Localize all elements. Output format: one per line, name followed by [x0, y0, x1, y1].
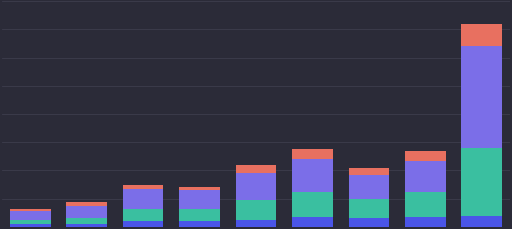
Bar	[123, 189, 163, 209]
Bar	[10, 224, 51, 227]
Bar	[10, 220, 51, 224]
Bar	[405, 161, 445, 192]
Bar	[236, 165, 276, 174]
Bar	[405, 192, 445, 217]
Bar	[349, 199, 389, 218]
Bar	[349, 218, 389, 227]
Bar	[179, 221, 220, 227]
Bar	[461, 216, 502, 227]
Bar	[461, 148, 502, 216]
Bar	[179, 187, 220, 190]
Bar	[179, 209, 220, 221]
Bar	[67, 206, 107, 218]
Bar	[67, 224, 107, 227]
Bar	[461, 47, 502, 148]
Bar	[349, 175, 389, 199]
Bar	[292, 159, 333, 192]
Bar	[179, 190, 220, 209]
Bar	[236, 174, 276, 200]
Bar	[236, 200, 276, 220]
Bar	[10, 209, 51, 211]
Bar	[123, 209, 163, 221]
Bar	[292, 192, 333, 217]
Bar	[236, 220, 276, 227]
Bar	[67, 218, 107, 224]
Bar	[461, 25, 502, 47]
Bar	[405, 217, 445, 227]
Bar	[292, 150, 333, 159]
Bar	[405, 151, 445, 161]
Bar	[67, 202, 107, 206]
Bar	[123, 221, 163, 227]
Bar	[349, 168, 389, 175]
Bar	[10, 211, 51, 220]
Bar	[123, 185, 163, 189]
Bar	[292, 217, 333, 227]
